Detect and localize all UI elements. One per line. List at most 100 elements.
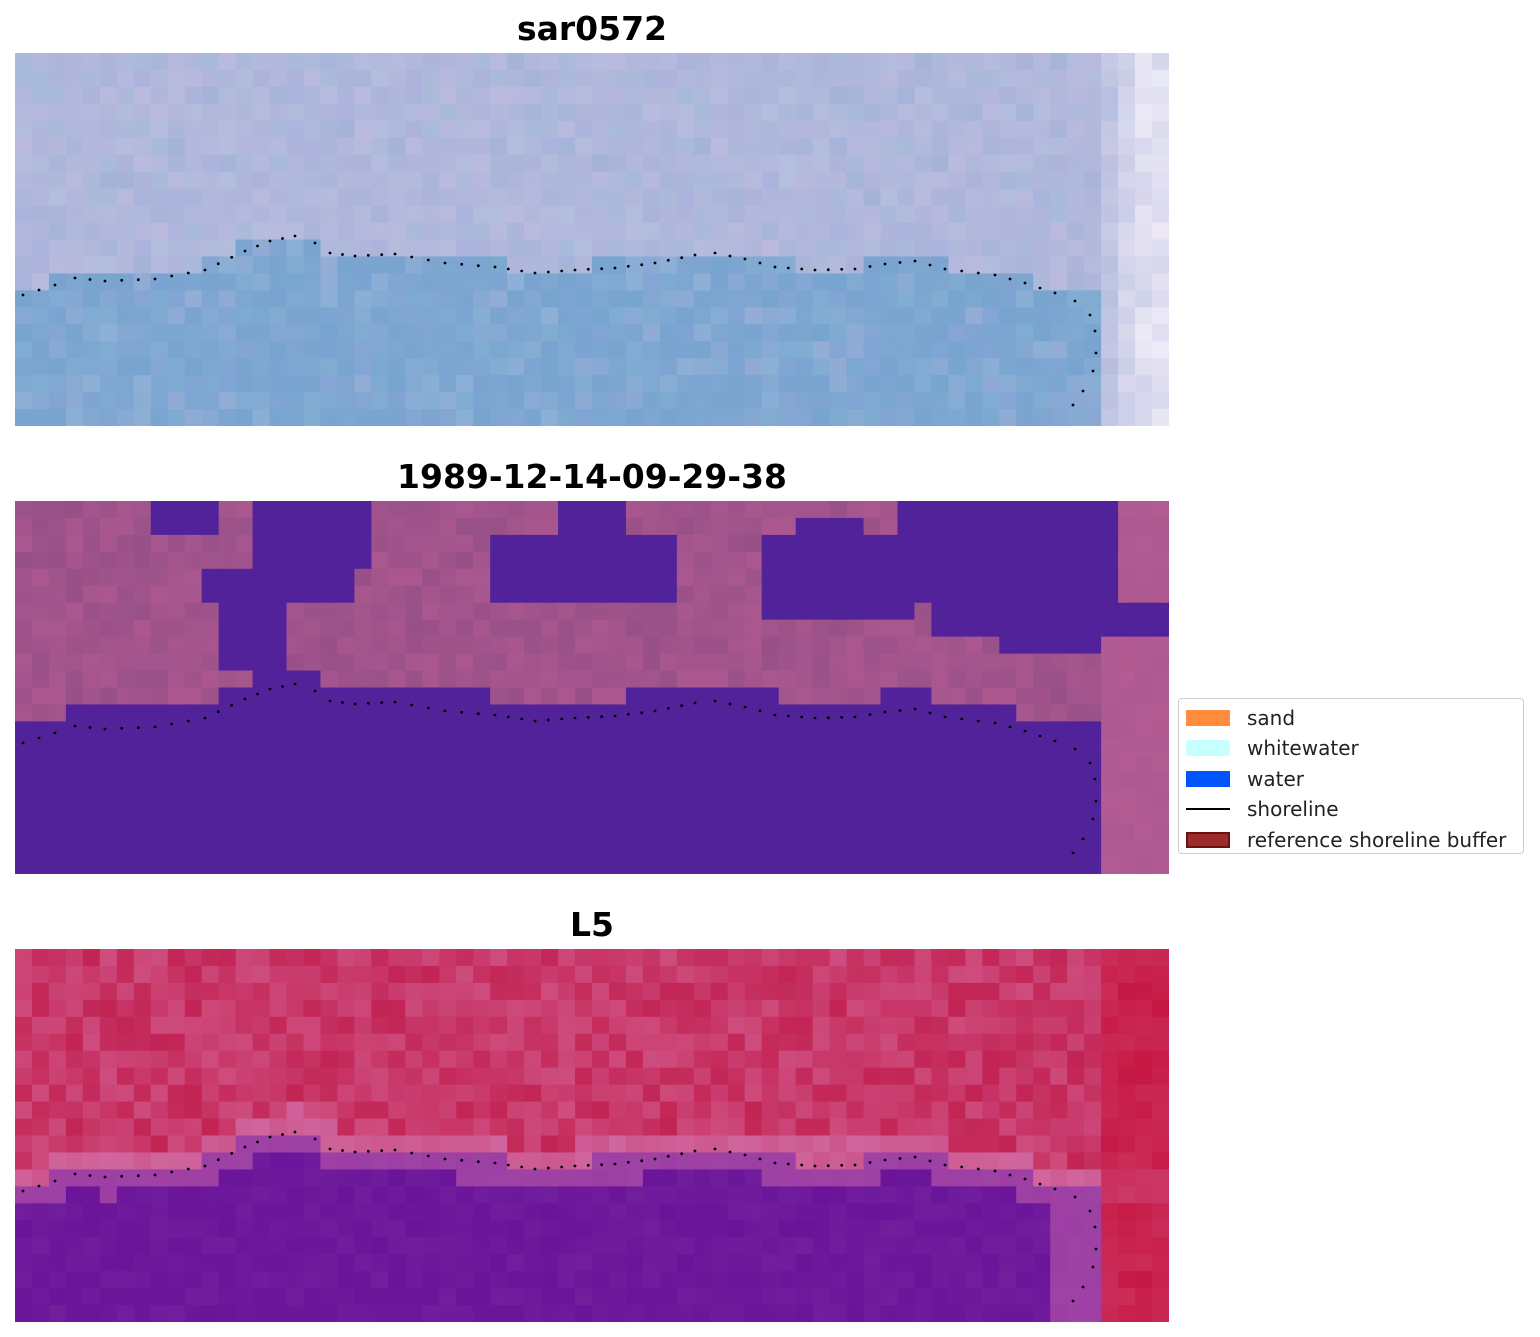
class-pixel	[710, 501, 729, 519]
class-pixel	[1084, 568, 1102, 587]
index-pixel	[710, 999, 729, 1018]
class-pixel	[269, 738, 288, 756]
index-pixel	[116, 1237, 135, 1255]
index-pixel	[269, 999, 288, 1018]
index-pixel	[99, 1254, 118, 1272]
class-pixel	[812, 738, 831, 756]
class-pixel	[65, 670, 84, 689]
index-pixel	[795, 1203, 814, 1221]
index-pixel	[676, 1271, 695, 1289]
class-pixel	[1152, 806, 1169, 824]
class-pixel	[235, 721, 254, 739]
class-pixel	[592, 602, 610, 621]
class-pixel	[795, 517, 814, 536]
sar-pixel	[320, 188, 339, 207]
sar-pixel	[778, 69, 797, 88]
sar-pixel	[541, 171, 559, 190]
sar-pixel	[218, 53, 237, 71]
index-pixel	[608, 1101, 627, 1120]
sar-pixel	[303, 375, 322, 393]
sar-pixel	[473, 307, 491, 325]
index-pixel	[1135, 1101, 1153, 1120]
index-pixel	[778, 1288, 797, 1306]
sar-pixel	[608, 324, 627, 342]
class-pixel	[541, 670, 559, 689]
index-pixel	[846, 1169, 865, 1187]
sar-pixel	[693, 69, 712, 88]
sar-pixel	[931, 120, 949, 139]
class-pixel	[439, 738, 457, 756]
class-pixel	[1033, 755, 1051, 773]
class-pixel	[676, 501, 695, 519]
index-pixel	[371, 1050, 389, 1069]
index-pixel	[625, 999, 644, 1018]
class-pixel	[846, 670, 865, 689]
index-pixel	[693, 1033, 712, 1052]
class-pixel	[490, 653, 508, 672]
index-pixel	[150, 1118, 169, 1137]
index-pixel	[676, 1305, 695, 1322]
shoreline-point	[426, 706, 430, 710]
sar-pixel	[320, 307, 339, 325]
index-pixel	[388, 1271, 406, 1289]
index-pixel	[473, 1067, 491, 1086]
sar-pixel	[795, 103, 814, 122]
index-pixel	[914, 1084, 933, 1103]
index-pixel	[82, 1118, 101, 1137]
class-pixel	[405, 857, 423, 874]
class-pixel	[575, 636, 593, 655]
class-pixel	[184, 823, 203, 841]
sar-pixel	[167, 120, 186, 139]
index-pixel	[235, 949, 254, 967]
sar-pixel	[880, 409, 899, 426]
shoreline-line-icon	[1186, 808, 1230, 811]
shoreline-point	[153, 277, 157, 281]
class-pixel	[761, 806, 780, 824]
sar-pixel	[201, 137, 220, 156]
index-pixel	[303, 1305, 322, 1322]
sar-pixel	[897, 120, 916, 139]
index-pixel	[812, 965, 831, 984]
sar-pixel	[914, 171, 933, 190]
class-pixel	[710, 619, 729, 638]
index-pixel	[116, 1084, 135, 1103]
sar-pixel	[371, 69, 389, 88]
sar-pixel	[727, 392, 746, 410]
class-pixel	[659, 840, 678, 858]
sar-pixel	[880, 375, 899, 393]
sar-pixel	[82, 154, 101, 173]
sar-pixel	[235, 53, 254, 71]
sar-pixel	[371, 137, 389, 156]
index-pixel	[863, 1220, 882, 1238]
sar-pixel	[524, 137, 542, 156]
sar-pixel	[541, 290, 559, 308]
sar-pixel	[286, 409, 305, 426]
class-pixel	[1084, 534, 1102, 553]
class-pixel	[1050, 840, 1068, 858]
index-pixel	[150, 999, 169, 1018]
index-pixel	[388, 1135, 406, 1154]
class-pixel	[439, 772, 457, 790]
class-pixel	[1118, 857, 1136, 874]
index-pixel	[795, 1254, 814, 1272]
shoreline-point	[170, 274, 174, 278]
index-pixel	[15, 949, 33, 967]
class-pixel	[761, 602, 780, 621]
index-pixel	[846, 1016, 865, 1035]
class-pixel	[1152, 687, 1169, 706]
index-pixel	[354, 1152, 372, 1170]
index-pixel	[252, 1152, 271, 1170]
class-pixel	[150, 602, 169, 621]
class-pixel	[201, 585, 220, 604]
class-pixel	[592, 670, 610, 689]
sar-pixel	[778, 188, 797, 207]
index-pixel	[1084, 1084, 1102, 1103]
sar-pixel	[507, 375, 525, 393]
index-pixel	[337, 1050, 356, 1069]
index-pixel	[269, 1067, 288, 1086]
sar-pixel	[524, 86, 542, 105]
sar-pixel	[575, 222, 593, 241]
index-pixel	[558, 1271, 576, 1289]
class-pixel	[388, 517, 406, 536]
sar-pixel	[184, 137, 203, 156]
